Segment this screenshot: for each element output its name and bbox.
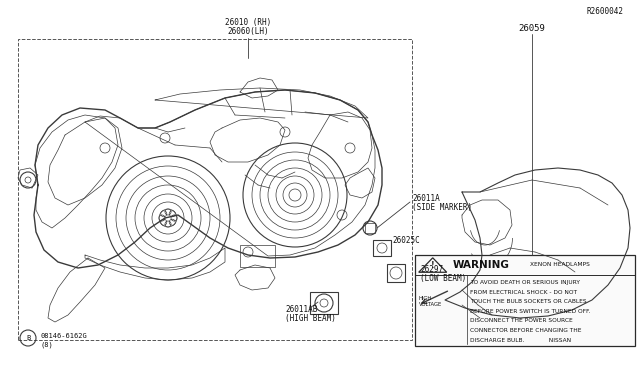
- Bar: [415, 255, 635, 346]
- Text: HIGH
VOLTAGE: HIGH VOLTAGE: [419, 296, 442, 307]
- Text: BEFORE POWER SWITCH IS TURNED OFF.: BEFORE POWER SWITCH IS TURNED OFF.: [470, 309, 590, 314]
- Bar: [373, 240, 391, 256]
- Text: !: !: [431, 261, 435, 270]
- Text: (8): (8): [40, 342, 52, 348]
- Text: TOUCH THE BULB SOCKETS OR CABLES: TOUCH THE BULB SOCKETS OR CABLES: [470, 299, 586, 304]
- Text: 26010 (RH): 26010 (RH): [225, 17, 271, 26]
- Text: TO AVOID DEATH OR SERIOUS INJURY: TO AVOID DEATH OR SERIOUS INJURY: [470, 280, 580, 285]
- Text: 26060(LH): 26060(LH): [227, 26, 269, 35]
- Text: 26025C: 26025C: [392, 235, 420, 244]
- Text: FROM ELECTRICAL SHOCK - DO NOT: FROM ELECTRICAL SHOCK - DO NOT: [470, 290, 577, 295]
- Text: DISCHARGE BULB.             NISSAN: DISCHARGE BULB. NISSAN: [470, 338, 571, 343]
- Text: 26011AB: 26011AB: [285, 305, 317, 314]
- Bar: [240, 245, 275, 267]
- Text: (HIGH BEAM): (HIGH BEAM): [285, 314, 336, 324]
- Bar: [365, 223, 375, 233]
- Text: R2600042: R2600042: [587, 7, 624, 16]
- Text: 26011A: 26011A: [412, 193, 440, 202]
- Text: (LOW BEAM): (LOW BEAM): [420, 275, 467, 283]
- Bar: [310, 292, 338, 314]
- Text: (SIDE MARKER): (SIDE MARKER): [412, 202, 472, 212]
- Text: 26297: 26297: [420, 266, 443, 275]
- Bar: [18, 39, 412, 340]
- Text: XENON HEADLAMPS: XENON HEADLAMPS: [530, 262, 589, 267]
- Text: B: B: [26, 335, 30, 341]
- Text: 26059: 26059: [518, 23, 545, 32]
- Bar: [387, 264, 405, 282]
- Text: 08146-6162G: 08146-6162G: [40, 333, 87, 339]
- Text: CONNECTOR BEFORE CHANGING THE: CONNECTOR BEFORE CHANGING THE: [470, 328, 581, 333]
- Text: DISCONNECT THE POWER SOURCE: DISCONNECT THE POWER SOURCE: [470, 318, 572, 324]
- Text: WARNING: WARNING: [452, 260, 509, 270]
